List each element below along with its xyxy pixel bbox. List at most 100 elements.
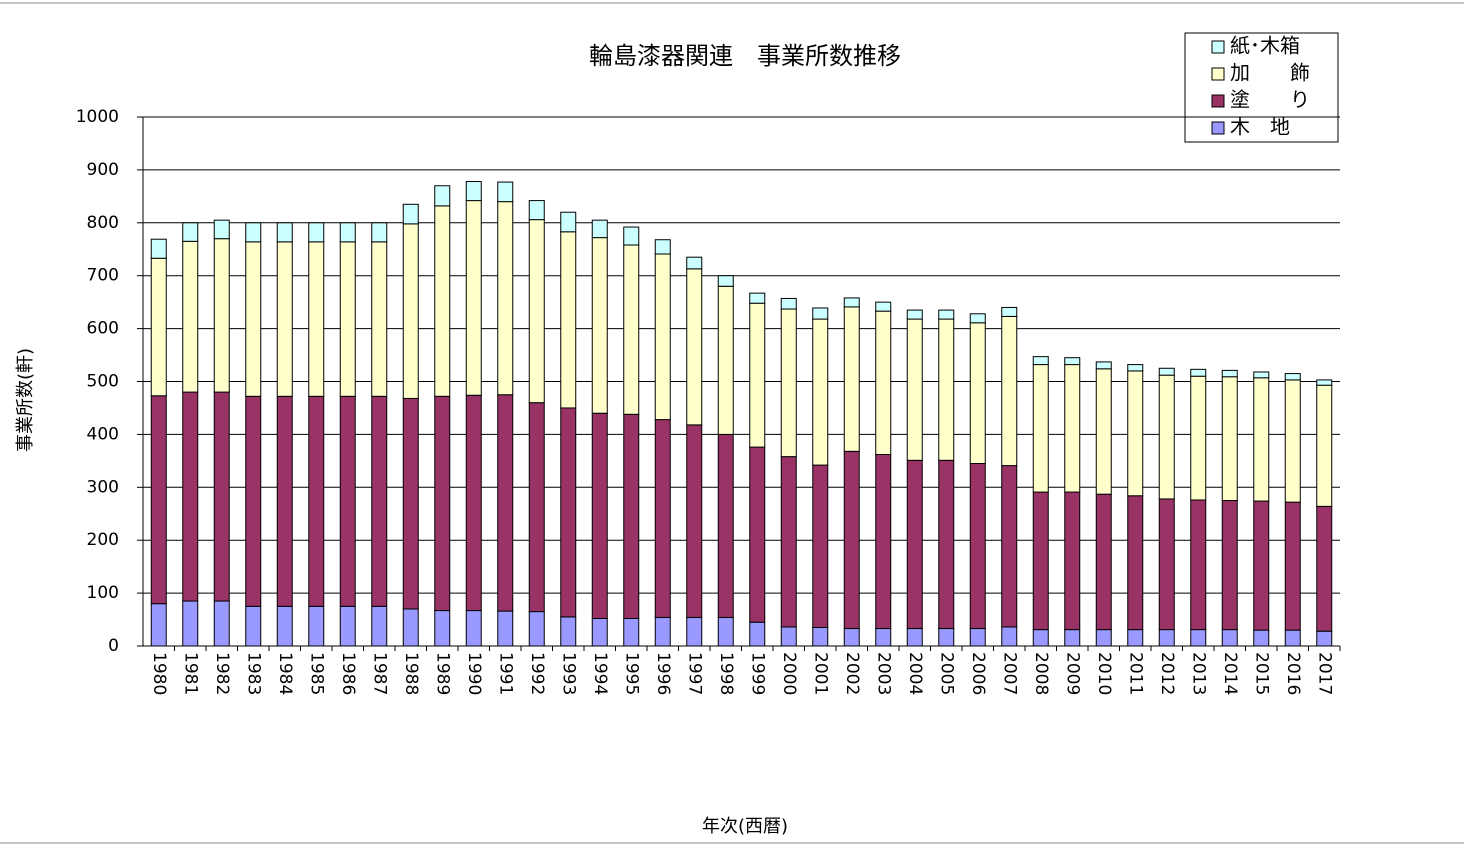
y-tick-label: 700: [87, 266, 119, 286]
bar-segment: [213, 600, 230, 647]
bar-segment: [1064, 629, 1081, 647]
bar-segment: [1158, 374, 1175, 500]
chart-title: 輪島漆器関連 事業所数推移: [589, 42, 901, 70]
bar-segment: [1316, 379, 1333, 386]
y-tick-label: 400: [87, 424, 119, 444]
bar-segment: [528, 200, 545, 221]
bar-segment: [749, 302, 766, 448]
x-tick-label: 1998: [716, 652, 736, 695]
bar-segment: [654, 253, 671, 421]
bar-segment: [150, 238, 167, 259]
bar-segment: [465, 200, 482, 396]
y-tick-label: 600: [87, 319, 119, 339]
bar-segment: [591, 219, 608, 239]
x-tick-label: 2000: [779, 652, 799, 695]
bar-segment: [1316, 384, 1333, 507]
bar-segment: [1284, 373, 1301, 381]
bar-segment: [245, 222, 262, 243]
bar-segment: [213, 238, 230, 393]
bar-segment: [938, 459, 955, 630]
bar-segment: [623, 244, 640, 415]
bar-segment: [717, 285, 734, 435]
bar-segment: [717, 433, 734, 618]
bar-segment: [906, 459, 923, 630]
x-tick-label: 1995: [621, 652, 641, 695]
bar-segment: [1190, 368, 1207, 377]
bar-segment: [1221, 369, 1238, 378]
bar-segment: [938, 309, 955, 320]
y-tick-label: 1000: [76, 107, 119, 127]
bar-segment: [371, 222, 388, 243]
y-tick-label: 200: [87, 530, 119, 550]
bar-segment: [717, 275, 734, 287]
bar-segment: [339, 241, 356, 397]
x-tick-label: 1991: [495, 652, 515, 695]
bar-segment: [308, 605, 325, 647]
legend-swatch: [1211, 40, 1225, 54]
bar-segment: [1253, 500, 1270, 631]
bar-segment: [339, 222, 356, 243]
bar-segment: [875, 301, 892, 312]
bar-segment: [843, 628, 860, 647]
bar-segment: [969, 462, 986, 630]
bar-segment: [1001, 315, 1018, 467]
bar-segment: [812, 318, 829, 466]
x-tick-label: 1997: [684, 652, 704, 695]
bar-segment: [1127, 370, 1144, 497]
bar-segment: [749, 292, 766, 304]
bar-segment: [1221, 500, 1238, 631]
x-tick-label: 1981: [180, 652, 200, 695]
bar-segment: [1001, 626, 1018, 647]
y-tick-label: 800: [87, 213, 119, 233]
bar-segment: [749, 446, 766, 623]
bar-segment: [402, 223, 419, 399]
bar-segment: [1001, 306, 1018, 317]
bar-segment: [497, 181, 514, 203]
bar-segment: [591, 412, 608, 619]
x-tick-label: 1989: [432, 652, 452, 695]
bar-segment: [1158, 367, 1175, 376]
bar-segment: [371, 395, 388, 607]
bar-segment: [308, 395, 325, 607]
bar-segment: [182, 600, 199, 647]
bar-segment: [497, 201, 514, 396]
bar-segment: [654, 239, 671, 255]
y-tick-label: 0: [108, 636, 119, 656]
bar-segment: [591, 617, 608, 647]
bar-segment: [276, 605, 293, 647]
bar-segment: [623, 617, 640, 647]
bar-segment: [1253, 371, 1270, 379]
x-tick-label: 2013: [1188, 652, 1208, 695]
bar-segment: [434, 205, 451, 397]
bar-segment: [654, 616, 671, 647]
bar-segment: [1095, 493, 1112, 631]
bar-segment: [1127, 495, 1144, 631]
x-tick-label: 2011: [1125, 652, 1145, 695]
x-tick-label: 2016: [1283, 652, 1303, 695]
bar-segment: [843, 450, 860, 630]
x-tick-label: 2015: [1251, 652, 1271, 695]
bar-segment: [623, 226, 640, 246]
x-tick-label: 1987: [369, 652, 389, 695]
bar-segment: [812, 464, 829, 628]
legend-swatch: [1211, 67, 1225, 81]
bar-segment: [1253, 629, 1270, 647]
bar-segment: [213, 219, 230, 240]
legend-swatch: [1211, 121, 1225, 135]
bar-segment: [497, 394, 514, 612]
bar-segment: [1221, 376, 1238, 502]
bar-segment: [1190, 629, 1207, 647]
bar-segment: [497, 610, 514, 647]
bar-segment: [1253, 377, 1270, 502]
x-tick-label: 1982: [212, 652, 232, 695]
bar-segment: [938, 628, 955, 647]
bar-segment: [1158, 498, 1175, 631]
legend: [1184, 32, 1339, 143]
bar-segment: [1127, 629, 1144, 647]
bar-segment: [717, 616, 734, 647]
bar-segment: [560, 407, 577, 618]
bar-segment: [1032, 491, 1049, 631]
x-tick-label: 2017: [1314, 652, 1334, 695]
bar-segment: [906, 628, 923, 647]
x-axis-label: 年次(西暦): [702, 816, 788, 837]
